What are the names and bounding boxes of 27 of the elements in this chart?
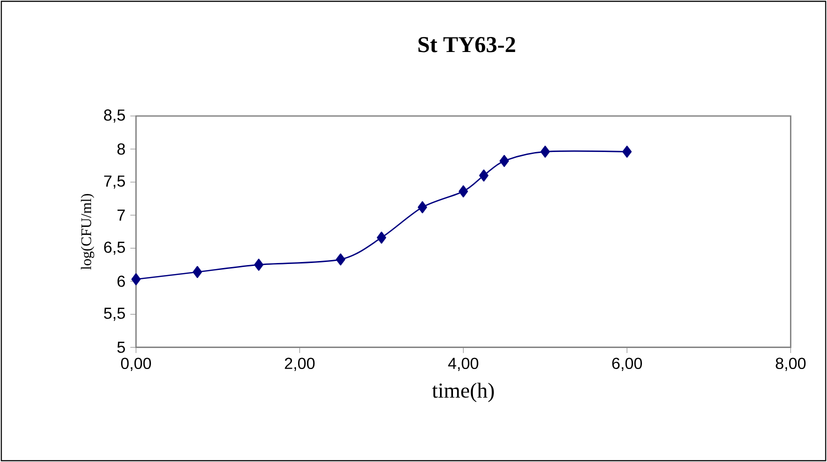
y-tick-label: 8,5 bbox=[104, 109, 125, 123]
point bbox=[418, 201, 428, 214]
y-tick-label: 8 bbox=[117, 143, 125, 155]
y-tick-label: 6,5 bbox=[104, 242, 125, 255]
point bbox=[500, 154, 509, 167]
x-tick-label: 2,00 bbox=[284, 358, 315, 371]
x-tick-label: 6,00 bbox=[612, 358, 642, 371]
point bbox=[479, 169, 488, 182]
point bbox=[376, 232, 386, 244]
y-tick-label: 5,5 bbox=[104, 308, 125, 321]
point bbox=[336, 253, 346, 266]
x-tick-label: 4,00 bbox=[448, 358, 478, 371]
point bbox=[131, 273, 141, 286]
y-tick-label: 6 bbox=[118, 276, 125, 287]
y-tick-label: 5 bbox=[117, 342, 125, 353]
y-tick-label: 7,5 bbox=[104, 176, 125, 189]
y-tick-label: 7 bbox=[118, 210, 125, 221]
x-axis-title: time(h) bbox=[432, 382, 494, 402]
x-tick-label: 0,00 bbox=[121, 358, 151, 371]
x-tick-label: 8,00 bbox=[776, 358, 806, 371]
point bbox=[622, 146, 632, 158]
point bbox=[458, 185, 468, 198]
y-axis-title: log(CFU/ml) bbox=[80, 194, 94, 270]
point bbox=[192, 266, 202, 278]
chart-title: St TY63-2 bbox=[418, 37, 516, 52]
point bbox=[254, 258, 264, 271]
point bbox=[540, 146, 550, 158]
